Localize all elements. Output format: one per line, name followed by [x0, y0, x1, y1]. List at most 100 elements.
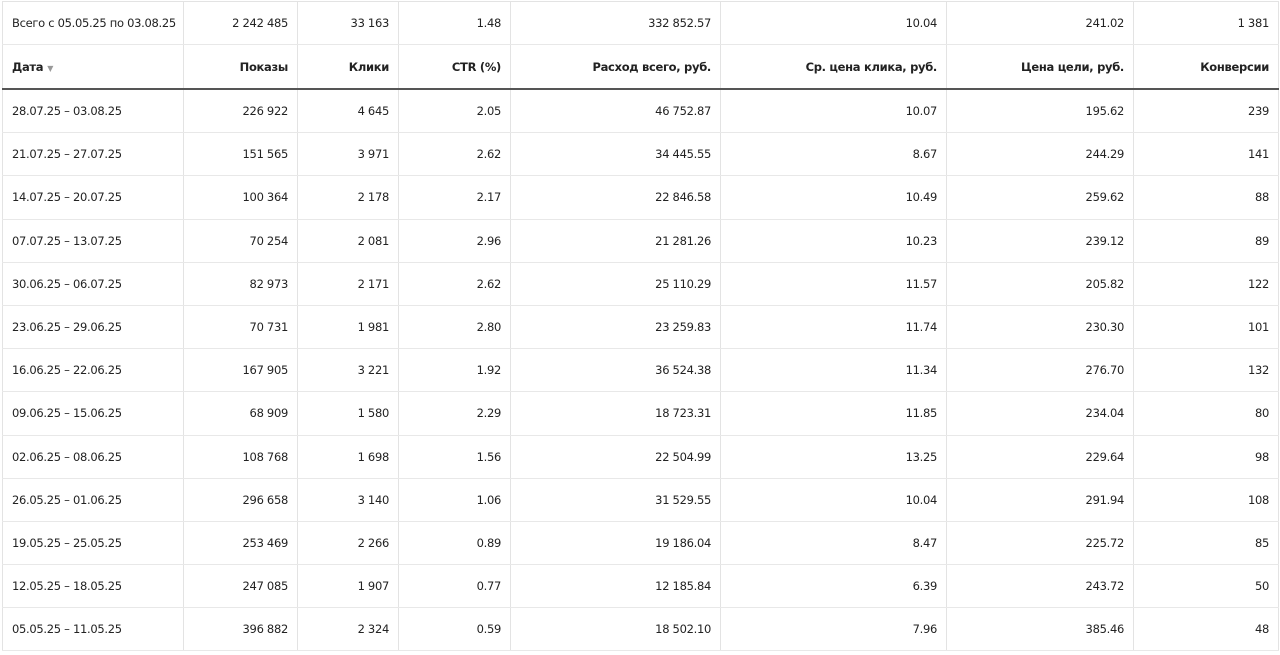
column-header[interactable]: Расход всего, руб. — [510, 44, 721, 90]
data-cell: 21.07.25 – 27.07.25 — [2, 132, 184, 177]
data-cell: 48 — [1133, 607, 1279, 652]
data-cell-text: 48 — [1254, 622, 1269, 637]
data-cell-text: 12.05.25 – 18.05.25 — [12, 579, 122, 594]
data-cell-text: 23.06.25 – 29.06.25 — [12, 320, 122, 335]
data-cell: 23 259.83 — [510, 305, 721, 350]
data-cell-text: 3 221 — [357, 363, 390, 378]
data-cell: 82 973 — [183, 262, 298, 306]
data-cell-text: 296 658 — [242, 492, 289, 507]
data-cell: 98 — [1133, 435, 1279, 479]
data-cell: 18 723.31 — [510, 391, 721, 436]
summary-row: Всего с 05.05.25 по 03.08.25 2 242 485 33 … — [2, 1, 1279, 45]
data-cell-text: 50 — [1254, 579, 1269, 594]
data-cell: 247 085 — [183, 564, 298, 609]
data-cell-text: 88 — [1254, 190, 1269, 205]
summary-cell: 10.04 — [720, 1, 947, 45]
column-header-text: Цена цели, руб. — [1021, 59, 1124, 74]
data-cell-text: 2.62 — [476, 276, 502, 291]
data-cell: 230.30 — [946, 305, 1134, 350]
data-cell-text: 82 973 — [249, 276, 289, 291]
data-cell: 239.12 — [946, 219, 1134, 263]
data-cell: 253 469 — [183, 521, 298, 566]
data-cell: 132 — [1133, 348, 1279, 393]
data-cell-text: 108 768 — [242, 449, 289, 464]
data-cell: 11.34 — [720, 348, 947, 393]
data-cell-text: 226 922 — [242, 104, 289, 119]
data-cell: 259.62 — [946, 175, 1134, 220]
data-cell-text: 22 504.99 — [655, 449, 711, 464]
data-cell-text: 07.07.25 – 13.07.25 — [12, 233, 122, 248]
data-cell: 18 502.10 — [510, 607, 721, 652]
data-cell: 276.70 — [946, 348, 1134, 393]
column-header-text: Расход всего, руб. — [592, 59, 711, 74]
data-cell: 2 324 — [297, 607, 399, 652]
data-cell: 14.07.25 – 20.07.25 — [2, 175, 184, 220]
data-cell: 141 — [1133, 132, 1279, 177]
data-cell-text: 21.07.25 – 27.07.25 — [12, 147, 122, 162]
data-cell: 19.05.25 – 25.05.25 — [2, 521, 184, 566]
data-cell: 22 846.58 — [510, 175, 721, 220]
data-cell: 13.25 — [720, 435, 947, 479]
data-cell-text: 253 469 — [242, 535, 289, 550]
summary-cell-text: 2 242 485 — [232, 16, 288, 30]
data-cell-text: 100 364 — [242, 190, 289, 205]
data-cell: 0.89 — [398, 521, 511, 566]
data-cell-text: 0.59 — [476, 622, 502, 637]
column-header[interactable]: Показы — [183, 44, 298, 90]
data-cell-text: 239 — [1247, 104, 1269, 119]
data-cell: 22 504.99 — [510, 435, 721, 479]
data-cell: 2.62 — [398, 132, 511, 177]
data-cell: 70 254 — [183, 219, 298, 263]
data-cell: 1.92 — [398, 348, 511, 393]
data-cell-text: 1.92 — [476, 363, 502, 378]
column-header[interactable]: Цена цели, руб. — [946, 44, 1134, 90]
data-cell: 26.05.25 – 01.06.25 — [2, 478, 184, 522]
column-header-text: Конверсии — [1200, 59, 1269, 74]
data-cell: 88 — [1133, 175, 1279, 220]
data-cell-text: 2.17 — [476, 190, 502, 205]
data-cell-text: 3 140 — [357, 492, 390, 507]
data-cell-text: 108 — [1247, 492, 1269, 507]
data-cell: 7.96 — [720, 607, 947, 652]
column-header[interactable]: Ср. цена клика, руб. — [720, 44, 947, 90]
data-cell-text: 122 — [1247, 276, 1269, 291]
data-cell: 80 — [1133, 391, 1279, 436]
data-cell: 09.06.25 – 15.06.25 — [2, 391, 184, 436]
data-cell: 10.49 — [720, 175, 947, 220]
data-cell-text: 31 529.55 — [655, 492, 711, 507]
data-cell: 226 922 — [183, 89, 298, 134]
data-cell-text: 05.05.25 – 11.05.25 — [12, 622, 122, 637]
data-cell-text: 19 186.04 — [655, 535, 711, 550]
data-cell: 1.06 — [398, 478, 511, 522]
column-header-text: Ср. цена клика, руб. — [805, 59, 938, 74]
data-cell-text: 98 — [1254, 449, 1269, 464]
data-cell-text: 244.29 — [1085, 147, 1125, 162]
summary-cell: 332 852.57 — [510, 1, 721, 45]
data-cell: 1 981 — [297, 305, 399, 350]
column-header[interactable]: Дата ▼ — [2, 44, 184, 90]
data-cell-text: 276.70 — [1085, 363, 1125, 378]
data-cell: 239 — [1133, 89, 1279, 134]
data-cell: 36 524.38 — [510, 348, 721, 393]
column-header-text: Клики — [348, 59, 390, 74]
data-cell-text: 151 565 — [242, 147, 289, 162]
data-cell: 2 266 — [297, 521, 399, 566]
data-cell-text: 205.82 — [1085, 276, 1125, 291]
data-cell-text: 10.23 — [905, 233, 938, 248]
column-header[interactable]: Клики — [297, 44, 399, 90]
column-header[interactable]: Конверсии — [1133, 44, 1279, 90]
column-header[interactable]: CTR (%) — [398, 44, 511, 90]
data-cell-text: 34 445.55 — [655, 147, 711, 162]
data-cell-text: 89 — [1254, 233, 1269, 248]
data-row: 26.05.25 – 01.06.25 296 658 3 140 1.06 31 52… — [2, 478, 1279, 522]
data-cell: 28.07.25 – 03.08.25 — [2, 89, 184, 134]
data-cell-text: 18 502.10 — [655, 622, 711, 637]
column-header-text: Показы — [239, 59, 289, 74]
data-cell-text: 14.07.25 – 20.07.25 — [12, 190, 122, 205]
data-cell: 85 — [1133, 521, 1279, 566]
data-cell-text: 167 905 — [242, 363, 289, 378]
data-cell: 16.06.25 – 22.06.25 — [2, 348, 184, 393]
